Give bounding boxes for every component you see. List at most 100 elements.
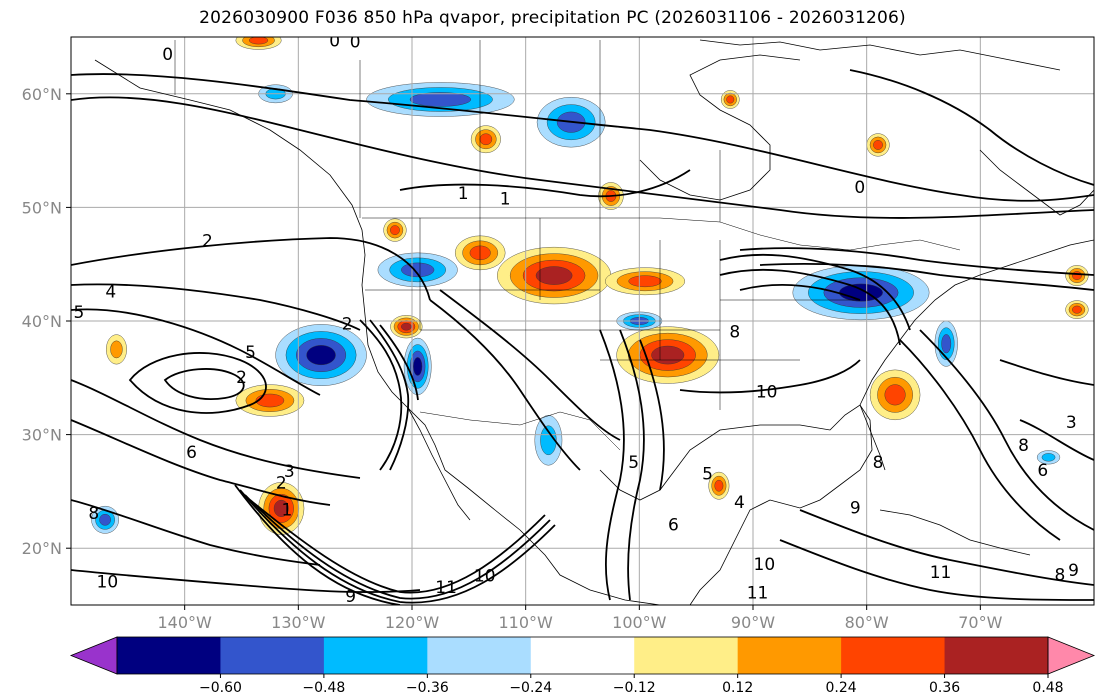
east-jet-contour-5 [759,263,1094,291]
contour-5 [71,308,321,396]
colorbar-tick-label: 0.24 [826,680,857,696]
colorbar-tick-label: −0.48 [302,680,345,696]
contour-label-23: 5 [702,464,713,484]
west-coast-contour-2 [369,319,410,471]
colorbar-tick-label: −0.60 [199,680,242,696]
lon-tick-label: 70°W [958,613,1002,632]
caribbean-contour-2 [779,539,1094,601]
positive-anomaly-8 [470,125,501,154]
contour-label-25: 11 [747,584,769,604]
interior-contour-1 [429,299,581,471]
canada-contour-1 [399,169,691,198]
contour-label-6: 2 [202,231,213,251]
contour-label-26: 8 [873,453,884,473]
colorbar-extend-low [69,636,118,675]
contour-label-28: 8 [1018,436,1029,456]
positive-anomaly-13 [708,471,730,500]
negative-anomaly-0 [275,324,367,386]
contour-label-17: 10 [97,572,119,592]
contour-label-11: 2 [236,368,247,388]
positive-anomaly-2 [605,267,686,296]
political-borders [174,40,961,451]
positive-anomaly-level-2 [873,140,883,150]
contour-label-9: 2 [342,314,353,334]
contour-label-3: 0 [854,178,865,198]
contour-label-13: 3 [284,462,295,482]
tongue-contour-1 [249,499,546,594]
positive-anomaly-15 [1065,265,1089,286]
contour-label-31: 11 [930,563,952,583]
positive-anomaly-1 [616,326,720,384]
lat-tick-label: 20°N [22,539,62,558]
contour-1-north [71,96,1094,219]
plains-contour-1 [599,329,625,601]
colorbar: −0.60 −0.48 −0.36 −0.24 −0.12 0.12 0.24 0.36 0.4… [69,636,1096,696]
west-coast-contour-1 [359,319,403,471]
arctic-islands-line [699,39,1061,71]
colorbar-frame [116,636,1049,675]
positive-anomaly-14 [1065,300,1089,319]
contour-label-29: 6 [1037,461,1048,481]
colorbar-tick-label: −0.24 [509,680,552,696]
contour-10 [71,569,421,593]
atlantic-coast-line [859,239,1094,406]
graticule [71,37,1094,605]
lat-tick-label: 40°N [22,312,62,331]
contour-label-33: 9 [1068,561,1079,581]
interior-contour-2 [439,289,621,441]
atlantic-contour-1 [899,339,1061,541]
lon-tick-label: 130°W [271,613,326,632]
baja-peninsula-line [407,407,471,521]
positive-anomaly-level-3 [535,266,573,285]
hudson-bay-line [639,54,801,201]
negative-anomaly-level-2 [409,92,472,107]
contour-label-1: 0 [329,32,340,52]
negative-anomaly-4 [377,252,458,288]
colorbar-segment-5 [634,637,739,674]
caribbean-contour-1 [799,509,1094,586]
qvapor-contours [71,69,1094,605]
lat-tick-label: 50°N [22,198,62,217]
east-jet-contour-4 [739,247,1094,276]
positive-anomaly-6 [869,369,921,421]
negative-anomaly-11 [1036,450,1061,465]
state-lines-2 [365,289,860,361]
positive-anomaly-level-2 [479,133,493,146]
lon-tick-label: 110°W [498,613,553,632]
positive-anomaly-17 [866,133,890,157]
positive-anomaly-level-2 [1072,305,1082,314]
negative-anomaly-level-1 [1041,453,1056,462]
contour-label-14: 2 [276,473,287,493]
positive-anomaly-9 [235,37,282,50]
colorbar-tick-label: −0.36 [406,680,449,696]
east-jet-contour-3 [739,283,861,301]
positive-anomaly-level-2 [1072,271,1082,280]
contour-label-36: 6 [668,515,679,535]
contour-label-8: 5 [74,303,85,323]
contour-label-10: 5 [245,343,256,363]
colorbar-segment-8 [944,637,1049,674]
atlantic-contour-2 [919,329,1094,531]
contour-label-16: 8 [88,504,99,524]
contour-label-30: 3 [1066,413,1077,433]
positive-anomaly-level-2 [628,275,662,288]
tongue-contour-3 [239,489,556,604]
west-coast-line [94,59,661,605]
contour-label-34: 8 [729,322,740,342]
contour-label-7: 4 [105,283,116,303]
positive-anomaly-12 [106,334,127,365]
negative-anomaly-level-1 [540,425,557,456]
atlantic-contour-3 [999,359,1094,386]
positive-anomaly-10 [383,218,407,242]
positive-anomaly-16 [720,90,740,109]
contour-label-24: 10 [754,555,776,575]
lat-tick-label: 30°N [22,426,62,445]
state-lines-1 [419,218,721,410]
colorbar-tick-label: 0.36 [929,680,960,696]
lon-tick-label: 80°W [845,613,889,632]
colorbar-tick-label: 0.48 [1032,680,1063,696]
contour-label-20: 11 [435,578,457,598]
atlantic-contour-4 [1019,419,1094,461]
positive-anomaly-level-2 [726,95,735,104]
